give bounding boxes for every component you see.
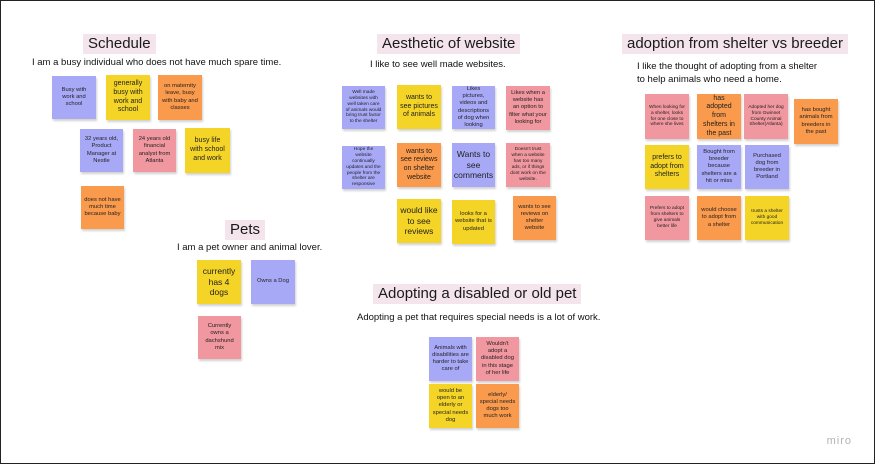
sticky-note[interactable]: wants to see reviews on shelter website (513, 196, 556, 240)
section-title-aesthetic: Aesthetic of website (377, 34, 521, 54)
sticky-note[interactable]: would be open to an elderly or special n… (429, 384, 472, 428)
sticky-note[interactable]: Doesn't trust when a website has too man… (506, 143, 550, 187)
sticky-note[interactable]: Busy with work and school (52, 76, 96, 119)
section-title-adoption: adoption from shelter vs breeder (622, 34, 848, 54)
sticky-note[interactable]: prefers to adopt from shelters (645, 145, 689, 189)
sticky-note[interactable]: has bought animals from breeders in the … (794, 99, 838, 144)
section-title-schedule: Schedule (83, 34, 156, 54)
section-title-pets: Pets (225, 220, 266, 240)
sticky-note[interactable]: wants to see pictures of animals (397, 85, 441, 129)
sticky-note[interactable]: Likes pictures, videos and descriptions … (452, 86, 495, 129)
sticky-note[interactable]: trusts a shelter with good communication (745, 196, 789, 240)
sticky-note[interactable]: Animals with disabilities are harder to … (429, 337, 472, 381)
sticky-note[interactable]: Owns a Dog (251, 260, 295, 304)
section-subtitle-adoption-line2: to help animals who need a home. (637, 74, 782, 85)
sticky-note[interactable]: has adopted from shelters in the past (697, 94, 741, 139)
sticky-note[interactable]: would like to see reviews (397, 199, 441, 243)
sticky-note[interactable]: wants to see reviews on shelter website (397, 143, 441, 187)
sticky-note[interactable]: Wouldn't adopt a disabled dog in this st… (476, 337, 519, 381)
sticky-note[interactable]: 32 years old, Product Manager at Nestle (80, 129, 123, 172)
section-subtitle-pets: I am a pet owner and animal lover. (177, 242, 323, 253)
sticky-note[interactable]: Wants to see comments (452, 143, 495, 187)
sticky-note[interactable]: Likes when a website has an option to fi… (506, 86, 550, 130)
sticky-note[interactable]: elderly/ special needs dogs too much wor… (476, 384, 519, 428)
sticky-note[interactable]: 24 years old financial analyst from Atla… (133, 129, 176, 172)
sticky-note[interactable]: on maternity leave, busy with baby and c… (158, 75, 202, 120)
sticky-note[interactable]: would choose to adopt from a shelter (697, 196, 741, 240)
sticky-note[interactable]: generally busy with work and school (106, 75, 150, 120)
section-subtitle-aesthetic: I like to see well made websites. (370, 59, 506, 70)
sticky-note[interactable]: Currently owns a dachshund mix (198, 316, 241, 359)
section-title-disabled: Adopting a disabled or old pet (373, 284, 582, 304)
sticky-note[interactable]: Adopted her dog from Gwinnet County Anim… (744, 94, 788, 139)
miro-logo: miro (826, 435, 852, 447)
sticky-note[interactable]: Hope the website continually updates and… (342, 146, 385, 189)
sticky-note[interactable]: does not have much time because baby (81, 186, 124, 229)
sticky-note[interactable]: Prefers to adopt from shelters to give a… (645, 196, 689, 240)
sticky-note[interactable]: looks for a website that is updated (452, 200, 495, 244)
sticky-note[interactable]: busy life with school and work (185, 128, 230, 173)
section-subtitle-adoption-line1: I like the thought of adopting from a sh… (637, 61, 818, 72)
section-subtitle-disabled: Adopting a pet that requires special nee… (357, 312, 601, 323)
sticky-note[interactable]: Bought from breeder because shelters are… (697, 145, 741, 189)
sticky-note[interactable]: currently has 4 dogs (197, 260, 241, 304)
section-subtitle-schedule: I am a busy individual who does not have… (32, 57, 282, 68)
sticky-note[interactable]: Well made websites with well taken care … (342, 86, 385, 129)
sticky-note[interactable]: When looking for a shelter, looks for on… (645, 94, 689, 139)
sticky-note[interactable]: Purchased dog from breeder in Portland (745, 145, 789, 189)
